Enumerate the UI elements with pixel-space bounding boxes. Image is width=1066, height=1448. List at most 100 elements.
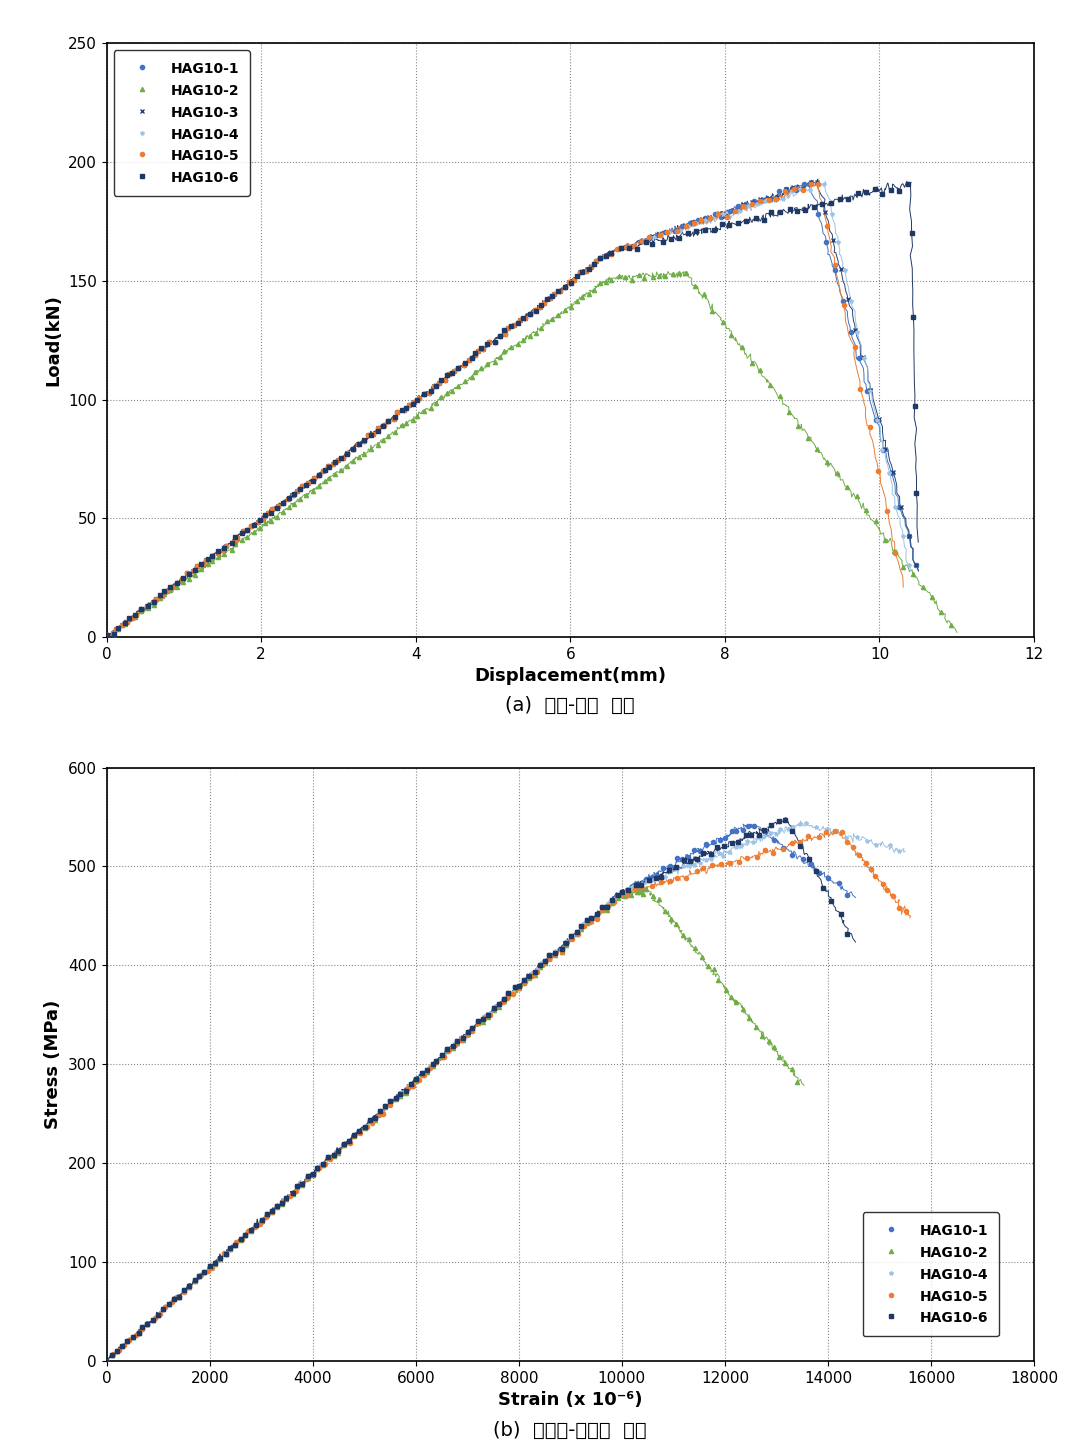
HAG10-4 [549,943,562,960]
HAG10-1 [797,175,810,193]
HAG10-1 [100,627,113,644]
HAG10-2 [100,1354,113,1371]
HAG10-3 [910,556,923,573]
HAG10-2 [552,306,565,323]
HAG10-4 [812,175,825,193]
HAG10-3 [100,627,113,644]
HAG10-3 [894,498,907,515]
Y-axis label: Load(kN): Load(kN) [45,294,63,387]
Line: HAG10-2: HAG10-2 [104,271,953,637]
HAG10-2 [673,265,685,282]
HAG10-5 [888,544,901,562]
HAG10-4 [902,556,915,573]
HAG10-6 [810,863,823,880]
HAG10-1 [110,620,123,637]
HAG10-1 [777,840,790,857]
Line: HAG10-2: HAG10-2 [104,886,800,1364]
HAG10-1 [840,886,853,904]
HAG10-1 [549,944,562,961]
HAG10-4 [800,814,812,831]
HAG10-2 [529,966,542,983]
HAG10-4 [497,992,510,1009]
HAG10-1 [893,498,906,515]
HAG10-4 [135,1321,148,1338]
X-axis label: Strain (x 10⁻⁶): Strain (x 10⁻⁶) [498,1392,643,1409]
Y-axis label: Stress (MPa): Stress (MPa) [45,999,62,1129]
HAG10-4 [758,828,771,846]
HAG10-4 [892,843,905,860]
Line: HAG10-1: HAG10-1 [104,182,918,637]
HAG10-2 [944,617,957,634]
HAG10-5 [899,902,911,919]
Line: HAG10-3: HAG10-3 [104,180,918,637]
Legend: HAG10-1, HAG10-2, HAG10-3, HAG10-4, HAG10-5, HAG10-6: HAG10-1, HAG10-2, HAG10-3, HAG10-4, HAG1… [114,51,251,195]
HAG10-6 [552,282,565,300]
Legend: HAG10-1, HAG10-2, HAG10-4, HAG10-5, HAG10-6: HAG10-1, HAG10-2, HAG10-4, HAG10-5, HAG1… [862,1212,999,1337]
HAG10-6 [147,1310,160,1328]
HAG10-2 [768,1038,780,1056]
HAG10-2 [148,597,161,614]
HAG10-6 [288,485,301,502]
Line: HAG10-5: HAG10-5 [104,182,897,637]
HAG10-5 [758,841,771,859]
HAG10-1 [147,1310,160,1328]
Line: HAG10-6: HAG10-6 [104,181,919,637]
HAG10-1 [570,922,583,940]
HAG10-6 [786,822,798,840]
HAG10-3 [107,624,119,641]
HAG10-6 [529,963,542,980]
HAG10-2 [587,281,600,298]
HAG10-1 [529,963,542,980]
Line: HAG10-5: HAG10-5 [104,828,907,1364]
HAG10-1 [544,290,556,307]
HAG10-6 [587,256,600,274]
HAG10-3 [110,620,123,637]
HAG10-4 [307,1166,320,1183]
X-axis label: Displacement(mm): Displacement(mm) [474,668,666,685]
HAG10-6 [570,922,583,940]
HAG10-5 [271,1197,284,1215]
HAG10-2 [288,495,301,513]
HAG10-5 [737,197,749,214]
Text: (b)  응력도-변형률  곡선: (b) 응력도-변형률 곡선 [494,1420,647,1439]
HAG10-6 [100,627,113,644]
HAG10-1 [463,350,475,368]
HAG10-4 [544,290,556,307]
HAG10-1 [804,856,817,873]
HAG10-2 [534,320,547,337]
HAG10-5 [457,356,470,374]
HAG10-3 [494,327,506,345]
HAG10-6 [901,175,914,193]
Line: HAG10-4: HAG10-4 [104,821,901,1364]
HAG10-6 [549,944,562,961]
HAG10-5 [100,627,113,644]
HAG10-2 [446,382,458,400]
HAG10-6 [910,484,923,501]
HAG10-5 [828,822,841,840]
HAG10-1 [100,1354,113,1371]
HAG10-4 [889,498,902,515]
Line: HAG10-6: HAG10-6 [104,818,850,1364]
HAG10-4 [694,854,707,872]
HAG10-6 [534,297,547,314]
HAG10-4 [107,624,119,641]
HAG10-2 [749,1019,762,1037]
HAG10-2 [100,627,113,644]
HAG10-5 [805,175,818,193]
HAG10-3 [463,350,475,368]
HAG10-5 [821,217,834,235]
HAG10-5 [290,1183,303,1200]
HAG10-5 [584,258,597,275]
HAG10-2 [147,1312,160,1329]
HAG10-1 [494,327,506,345]
HAG10-4 [100,627,113,644]
HAG10-2 [549,947,562,964]
Line: HAG10-4: HAG10-4 [104,182,910,637]
HAG10-6 [148,594,161,611]
HAG10-2 [640,880,652,898]
HAG10-4 [463,350,475,368]
HAG10-3 [544,290,556,307]
Line: HAG10-1: HAG10-1 [104,824,849,1364]
HAG10-5 [555,943,568,960]
HAG10-6 [446,365,458,382]
